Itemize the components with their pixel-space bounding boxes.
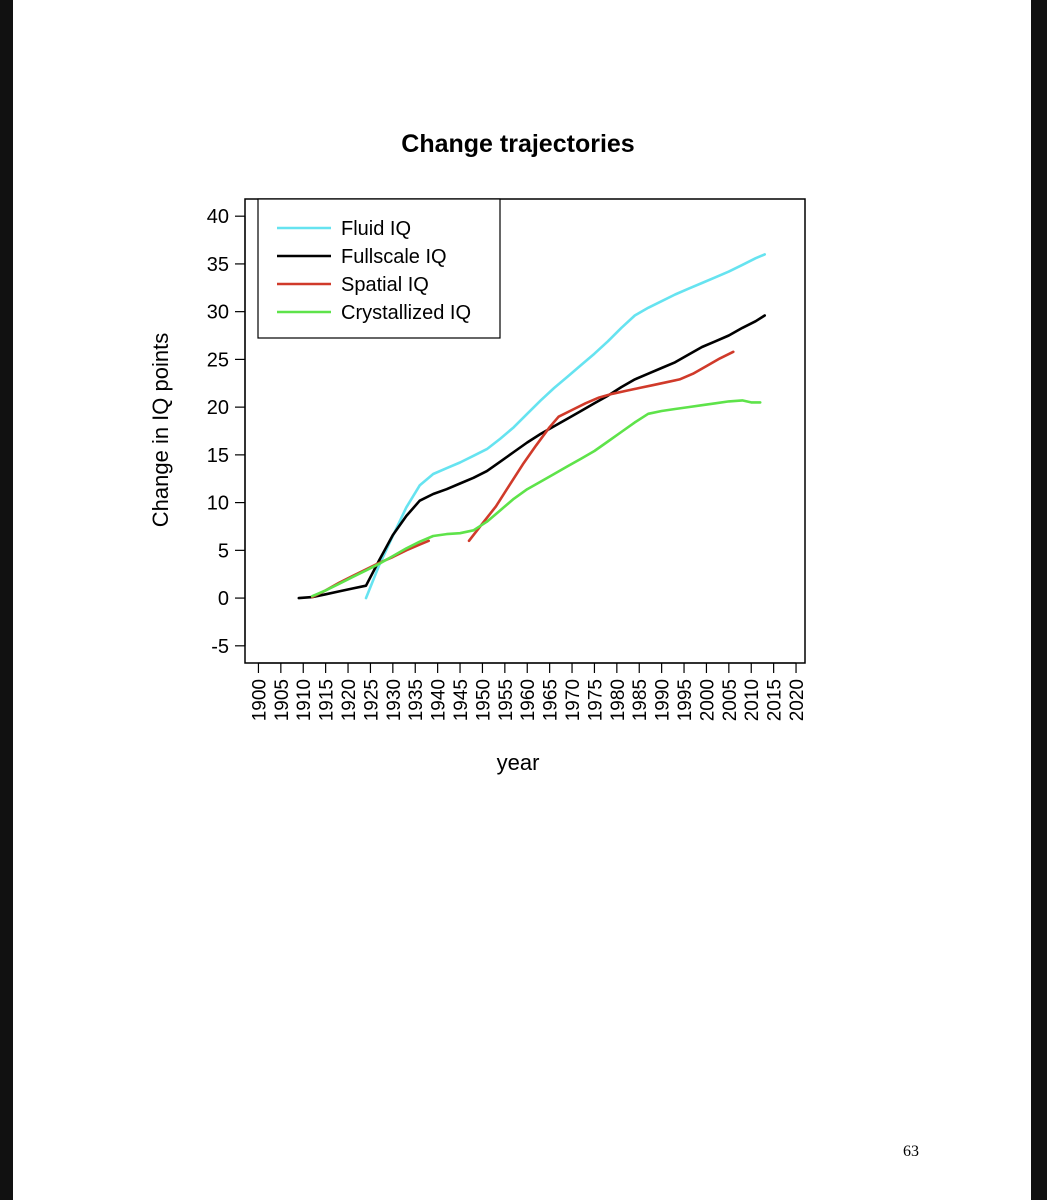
x-tick-label: 1920 — [339, 679, 360, 721]
y-tick-label: 20 — [207, 397, 229, 419]
y-tick-label: 15 — [207, 445, 229, 467]
x-tick-label: 1975 — [585, 679, 606, 721]
y-tick-label: 0 — [218, 588, 229, 610]
x-axis-label: year — [497, 750, 540, 775]
x-tick-label: 2015 — [765, 679, 786, 721]
x-tick-label: 2000 — [697, 679, 718, 721]
x-tick-label: 1995 — [675, 679, 696, 721]
x-axis: 1900 1905 1910 1915 1920 1925 1930 1935 1940 1945… — [249, 662, 808, 721]
x-tick-label: 1965 — [541, 679, 562, 721]
legend-label-fluid-iq: Fluid IQ — [341, 218, 411, 240]
y-tick-label: 30 — [207, 302, 229, 324]
x-tick-label: 1950 — [473, 679, 494, 721]
x-tick-label: 1910 — [294, 679, 315, 721]
x-tick-label: 1955 — [496, 679, 517, 721]
change-trajectories-chart: Change trajectories Change in IQ points … — [148, 130, 808, 775]
legend-label-crystallized-iq: Crystallized IQ — [341, 302, 471, 324]
y-tick-label: 35 — [207, 254, 229, 276]
document-page: Change trajectories Change in IQ points … — [13, 0, 1031, 1200]
x-tick-label: 1980 — [608, 679, 629, 721]
x-tick-label: 1915 — [317, 679, 338, 721]
x-tick-label: 1970 — [563, 679, 584, 721]
y-tick-label: -5 — [211, 636, 229, 658]
x-tick-label: 1905 — [272, 679, 293, 721]
x-tick-label: 1925 — [361, 679, 382, 721]
series-line-spatial-iq — [310, 350, 735, 599]
series-layer — [297, 253, 766, 600]
x-tick-label: 1930 — [384, 679, 405, 721]
x-tick-label: 1945 — [451, 679, 472, 721]
legend: Fluid IQ Fullscale IQ Spatial IQ Crystalliz… — [257, 198, 501, 339]
y-axis-label: Change in IQ points — [148, 333, 173, 527]
legend-label-spatial-iq: Spatial IQ — [341, 274, 429, 296]
x-tick-label: 2005 — [720, 679, 741, 721]
y-axis: -5 0 5 10 15 20 25 30 35 40 — [207, 206, 246, 658]
y-tick-label: 40 — [207, 206, 229, 228]
x-tick-label: 1990 — [653, 679, 674, 721]
legend-box — [257, 198, 501, 339]
x-tick-label: 1985 — [630, 679, 651, 721]
y-tick-label: 10 — [207, 493, 229, 515]
y-tick-label: 25 — [207, 349, 229, 371]
x-tick-label: 2020 — [787, 679, 808, 721]
chart-title: Change trajectories — [401, 130, 634, 158]
series-line-fluid-iq — [364, 253, 766, 600]
series-line-fullscale-iq — [297, 314, 766, 600]
legend-label-fullscale-iq: Fullscale IQ — [341, 246, 447, 268]
x-tick-label: 1935 — [406, 679, 427, 721]
y-tick-label: 5 — [218, 540, 229, 562]
x-tick-label: 1900 — [249, 679, 270, 721]
page-number: 63 — [903, 1143, 919, 1160]
x-tick-label: 2010 — [742, 679, 763, 721]
x-tick-label: 1960 — [518, 679, 539, 721]
series-line-crystallized-iq — [310, 399, 762, 598]
x-tick-label: 1940 — [429, 679, 450, 721]
